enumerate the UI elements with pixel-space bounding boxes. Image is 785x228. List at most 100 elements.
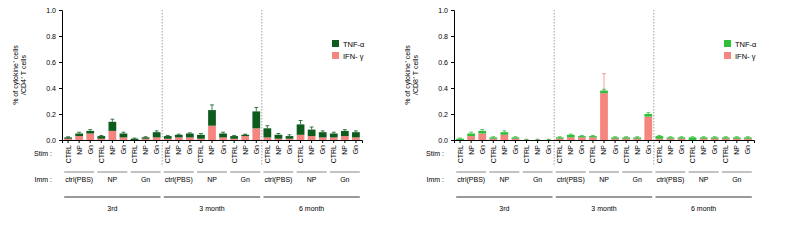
bar xyxy=(153,132,161,137)
bar xyxy=(534,140,542,141)
bar xyxy=(500,132,508,135)
x-tick-label: CTRL xyxy=(164,145,171,163)
x-tick-mark xyxy=(548,140,549,143)
bar xyxy=(75,134,83,137)
group-line xyxy=(64,171,94,172)
y-tick-label: 0.0 xyxy=(46,137,56,144)
bar xyxy=(308,136,316,140)
bar xyxy=(744,137,752,138)
error-bar xyxy=(547,139,551,140)
x-tick-label: Gn xyxy=(87,145,94,154)
imm-group-label: NP xyxy=(108,176,118,183)
error-bar xyxy=(735,136,739,138)
bar xyxy=(678,139,686,140)
group-line xyxy=(230,171,260,172)
bar xyxy=(120,134,128,138)
y-tick-mark xyxy=(59,10,62,11)
bar xyxy=(175,135,183,138)
x-tick-label: NP xyxy=(634,145,641,155)
x-tick: Gn xyxy=(319,140,326,154)
bar xyxy=(319,132,327,137)
x-tick-mark xyxy=(311,140,312,143)
x-tick-label: NP xyxy=(501,145,508,155)
error-bar xyxy=(536,139,540,140)
bar xyxy=(567,135,575,138)
time-group-label: 6 month xyxy=(299,205,324,212)
section-separator xyxy=(554,10,555,165)
x-tick-mark xyxy=(68,140,69,143)
x-tick-mark xyxy=(637,140,638,143)
bar xyxy=(252,128,260,140)
error-bar xyxy=(514,136,518,138)
error-bar xyxy=(713,136,717,138)
error-bar xyxy=(66,136,70,138)
x-tick: NP xyxy=(341,140,348,155)
group-line xyxy=(655,171,685,172)
y-tick: 0.0 xyxy=(46,137,62,144)
bar xyxy=(341,136,349,140)
x-tick: Gn xyxy=(220,140,227,154)
x-tick-mark xyxy=(234,140,235,143)
error-bar xyxy=(77,132,81,133)
x-tick-label: CTRL xyxy=(556,145,563,163)
series xyxy=(456,89,752,140)
y-axis: 0.00.20.40.60.81.0 xyxy=(438,7,454,144)
group-line xyxy=(197,171,227,172)
error-bar xyxy=(243,134,247,136)
error-bar xyxy=(491,136,495,138)
series xyxy=(64,105,360,140)
y-tick: 0.4 xyxy=(438,85,454,92)
group-line xyxy=(489,171,519,172)
error-bar xyxy=(354,131,358,132)
group-line xyxy=(164,171,194,172)
x-tick: Gn xyxy=(352,140,359,154)
x-tick: Gn xyxy=(678,140,685,154)
x-tick-label: NP xyxy=(208,145,215,155)
bar xyxy=(655,136,663,139)
x-tick-mark xyxy=(681,140,682,143)
bar xyxy=(330,134,338,138)
x-tick-label: Gn xyxy=(153,145,160,154)
x-tick: Gn xyxy=(87,140,94,154)
x-tick-mark xyxy=(692,140,693,143)
x-tick: NP xyxy=(109,140,116,155)
x-tick-mark xyxy=(134,140,135,143)
legend-swatch xyxy=(724,52,731,59)
y-tick: 0.8 xyxy=(438,33,454,40)
error-bar xyxy=(299,121,303,125)
y-tick-mark xyxy=(59,62,62,63)
bar xyxy=(689,137,697,140)
time-group-label: 3 month xyxy=(199,205,224,212)
y-tick: 0.0 xyxy=(438,137,454,144)
x-tick-mark xyxy=(289,140,290,143)
error-bar xyxy=(613,136,617,138)
y-tick-mark xyxy=(451,88,454,89)
time-group-label: 3rd xyxy=(107,205,117,212)
error-bar xyxy=(155,131,159,132)
bar xyxy=(578,137,586,140)
bar xyxy=(589,137,597,140)
y-tick-mark xyxy=(451,36,454,37)
x-tick-label: CTRL xyxy=(98,145,105,163)
panel: 0.00.20.40.60.81.0CTRLNPGnCTRLNPGnCTRLNP… xyxy=(404,7,757,212)
x-tick: Gn xyxy=(286,140,293,154)
x-tick-mark xyxy=(156,140,157,143)
bar xyxy=(263,128,271,137)
x-tick: NP xyxy=(175,140,182,155)
error-bar xyxy=(265,126,269,129)
time-group-label: 3rd xyxy=(499,205,509,212)
legend: TNF-αIFN- γ xyxy=(724,40,757,61)
bar xyxy=(600,93,608,140)
error-bar xyxy=(332,132,336,133)
x-tick-label: Gn xyxy=(744,145,751,154)
x-tick-mark xyxy=(256,140,257,143)
bar xyxy=(286,136,294,139)
x-tick-label: CTRL xyxy=(197,145,204,163)
bar xyxy=(219,134,227,138)
x-tick-mark xyxy=(570,140,571,143)
x-tick: NP xyxy=(634,140,641,155)
x-tick: CTRL xyxy=(197,140,204,163)
x-tick-label: Gn xyxy=(319,145,326,154)
y-tick-label: 1.0 xyxy=(46,7,56,14)
x-tick-label: Gn xyxy=(479,145,486,154)
